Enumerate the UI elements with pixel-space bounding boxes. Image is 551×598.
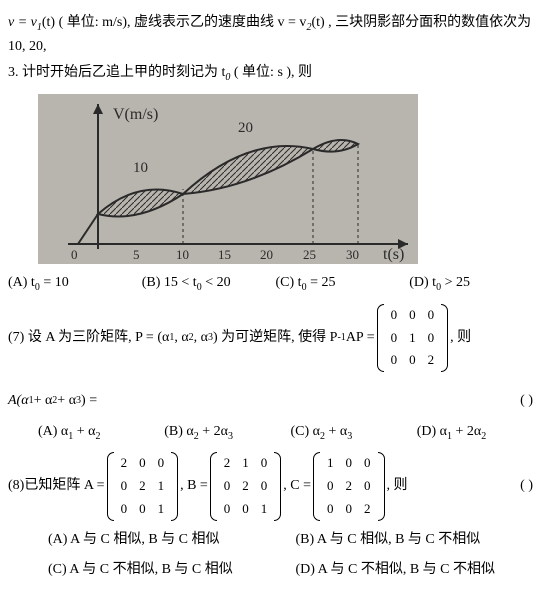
txt: ( 单位: s ), 则 [230, 65, 312, 80]
matrix-c: 100 020 002 [313, 452, 385, 520]
txt: , α [174, 327, 188, 349]
txt: (t) ( 单位: m/s), 虚线表示乙的速度曲线 v = v [42, 15, 307, 30]
txt: = 25 [307, 275, 336, 290]
txt: (D) t [409, 275, 436, 290]
y-axis-label: V(m/s) [113, 106, 158, 123]
sub: 3 [347, 430, 352, 441]
option-d: (D) A 与 C 不相似, B 与 C 不相似 [296, 559, 544, 581]
svg-text:0: 0 [71, 247, 78, 262]
txt: (8)已知矩阵 A = [8, 475, 105, 497]
txt: (B) 15 < t [142, 275, 197, 290]
svg-text:10: 10 [133, 160, 148, 176]
svg-text:20: 20 [260, 247, 273, 262]
q7-ask: A(α1 + α2 + α3) = ( ) [8, 390, 543, 412]
option-a: (A) A 与 C 相似, B 与 C 相似 [48, 529, 296, 551]
intro-line1: v = v1(t) ( 单位: m/s), 虚线表示乙的速度曲线 v = v2(… [8, 12, 543, 58]
q7-options: (A) α1 + α2 (B) α2 + 2α3 (C) α2 + α3 (D)… [8, 421, 543, 445]
answer-paren: ( ) [520, 390, 543, 412]
sub: 2 [96, 430, 101, 441]
txt: + 2α [199, 424, 228, 439]
txt: + α [325, 424, 347, 439]
svg-text:15: 15 [218, 247, 231, 262]
txt: (B) α [164, 424, 194, 439]
matrix-b: 210 020 001 [210, 452, 282, 520]
txt: AP = [346, 327, 375, 349]
x-axis-label: t(s) [383, 246, 404, 263]
txt: (A) t [8, 275, 35, 290]
txt: , B = [180, 475, 208, 497]
txt: = 10 [40, 275, 69, 290]
svg-text:25: 25 [303, 247, 316, 262]
txt: < 20 [202, 275, 231, 290]
option-c: (C) A 与 C 不相似, B 与 C 相似 [48, 559, 296, 581]
q8-options-row2: (C) A 与 C 不相似, B 与 C 相似 (D) A 与 C 不相似, B… [8, 559, 543, 581]
txt: , α [194, 327, 208, 349]
sub: 3 [228, 430, 233, 441]
txt: , 则 [387, 475, 408, 497]
txt: (A) α [38, 424, 68, 439]
svg-text:20: 20 [238, 120, 253, 136]
svg-text:5: 5 [133, 247, 140, 262]
q7-matrix: 000 010 002 [377, 304, 449, 372]
txt: v = v [8, 15, 37, 30]
txt: + α [57, 390, 76, 412]
option-b: (B) 15 < t0 < 20 [142, 272, 276, 296]
option-a: (A) t0 = 10 [8, 272, 142, 296]
velocity-graph: V(m/s) t(s) 10 20 0 5 10 15 20 25 30 [38, 94, 418, 264]
option-b: (B) α2 + 2α3 [164, 421, 290, 445]
matrix-a: 200 021 001 [107, 452, 179, 520]
txt: > 25 [441, 275, 470, 290]
option-c: (C) t0 = 25 [276, 272, 410, 296]
txt: , C = [283, 475, 311, 497]
txt: + 2α [452, 424, 481, 439]
option-d: (D) t0 > 25 [409, 272, 543, 296]
txt: (C) t [276, 275, 302, 290]
txt: (C) α [291, 424, 321, 439]
svg-text:10: 10 [176, 247, 189, 262]
txt: + α [34, 390, 53, 412]
txt: (7) 设 A 为三阶矩阵, P = (α [8, 327, 169, 349]
option-b: (B) A 与 C 相似, B 与 C 不相似 [296, 529, 544, 551]
sub: 2 [481, 430, 486, 441]
answer-paren: ( ) [520, 475, 543, 497]
txt: 3. 计时开始后乙追上甲的时刻记为 t [8, 65, 225, 80]
txt: ) 为可逆矩阵, 使得 P [213, 327, 337, 349]
q8-statement: (8)已知矩阵 A = 200 021 001 , B = 210 020 00… [8, 452, 543, 520]
txt: , 则 [450, 327, 471, 349]
intro-line2: 3. 计时开始后乙追上甲的时刻记为 t0 ( 单位: s ), 则 [8, 62, 543, 86]
q7-statement: (7) 设 A 为三阶矩阵, P = (α1, α2, α3) 为可逆矩阵, 使… [8, 304, 543, 372]
q8-options-row1: (A) A 与 C 相似, B 与 C 相似 (B) A 与 C 相似, B 与… [8, 529, 543, 551]
option-d: (D) α1 + 2α2 [417, 421, 543, 445]
option-a: (A) α1 + α2 [38, 421, 164, 445]
q6-options: (A) t0 = 10 (B) 15 < t0 < 20 (C) t0 = 25… [8, 272, 543, 296]
sup: -1 [337, 330, 345, 346]
txt: + α [73, 424, 95, 439]
txt: A(α [8, 390, 29, 412]
txt: (D) α [417, 424, 447, 439]
option-c: (C) α2 + α3 [291, 421, 417, 445]
txt: ) = [81, 390, 97, 412]
svg-text:30: 30 [346, 247, 359, 262]
